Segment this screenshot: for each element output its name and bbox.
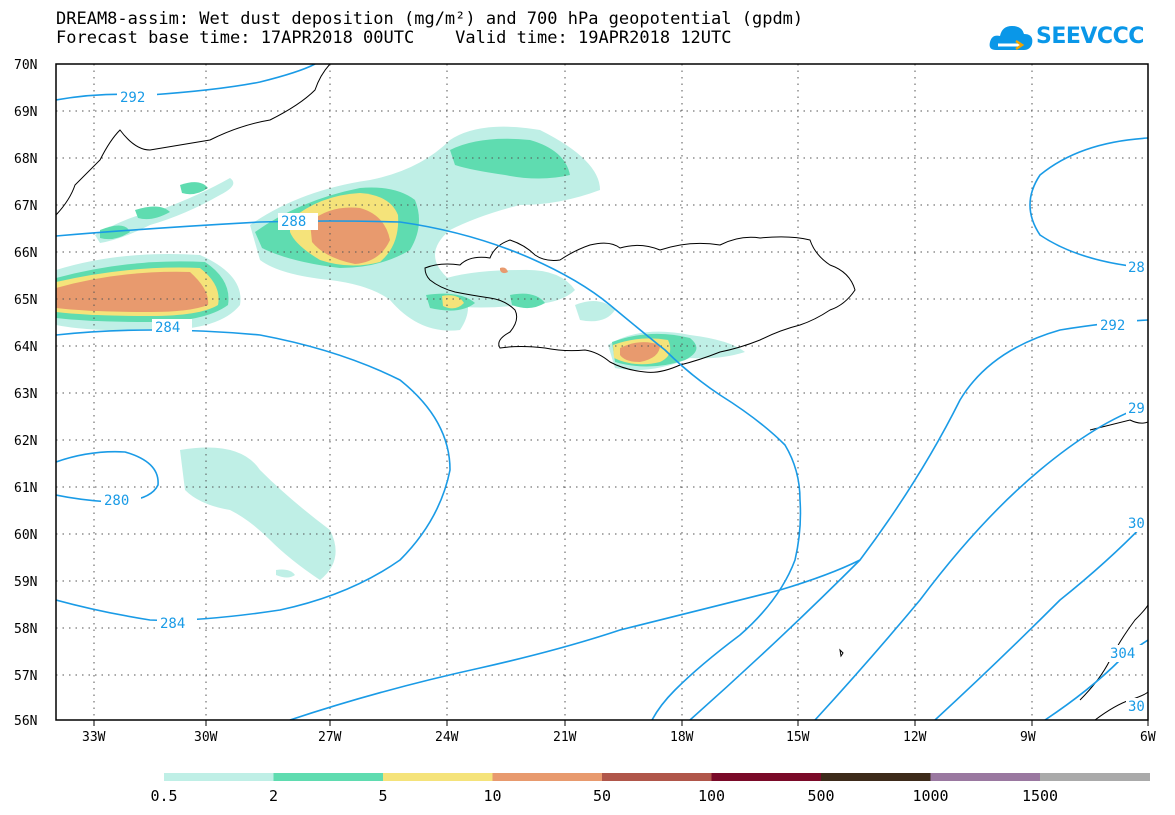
color-legend: 0.5 2 5 10 50 100 500 1000 1500 [150,773,1150,805]
grid-lines [56,64,1148,720]
legend-label: 1000 [912,787,948,805]
legend-swatch [164,773,274,781]
legend-swatch [273,773,384,781]
lat-label: 58N [14,622,37,637]
map-frame [55,63,1149,721]
contour-292-east [689,319,1148,720]
lon-label: 12W [903,730,927,745]
latitude-labels: 70N 69N 68N 67N 66N 65N 64N 63N 62N 61N … [14,58,37,729]
contour-288-east [1029,137,1148,269]
contour-labels: 292 288 284 280 284 292 28 29 30 304 30 [101,89,1148,715]
greenland-coast [56,64,331,216]
lat-label: 62N [14,434,37,449]
lon-label: 30W [194,730,218,745]
legend-swatch [711,773,822,781]
lat-label: 69N [14,105,37,120]
legend-label: 500 [807,787,834,805]
legend-swatch [1040,773,1150,781]
lon-label: 27W [318,730,342,745]
lat-label: 59N [14,575,37,590]
lat-label: 67N [14,199,37,214]
lat-label: 56N [14,714,37,729]
logo-text: SEEVCCC [1036,24,1144,49]
legend-swatch [492,773,603,781]
seevccc-logo: SEEVCCC [988,18,1144,58]
lat-label: 57N [14,669,37,684]
contour-label-304: 304 [1110,646,1135,662]
cloud-logo-icon [989,26,1033,51]
lat-label: 65N [14,293,37,308]
legend-label: 5 [378,787,387,805]
legend-swatch [602,773,712,781]
lat-label: 68N [14,152,37,167]
legend-label: 1500 [1022,787,1058,805]
contour-288 [56,220,802,720]
coastlines [56,64,1148,720]
legend-label: 2 [269,787,278,805]
lat-label: 64N [14,340,37,355]
lon-label: 6W [1140,730,1156,745]
lon-label: 15W [786,730,810,745]
lat-label: 66N [14,246,37,261]
lat-label: 70N [14,58,37,73]
contour-label-28: 28 [1128,260,1145,276]
contour-label-30: 30 [1128,516,1145,532]
contour-292-north [56,64,316,101]
contour-label-284-south: 284 [160,616,185,632]
legend-swatch [383,773,493,781]
contour-south [289,559,861,720]
contour-label-30-south: 30 [1128,699,1145,715]
legend-label: 100 [698,787,725,805]
longitude-labels: 33W 30W 27W 24W 21W 18W 15W 12W 9W 6W [82,730,1156,745]
axis-ticks [93,720,1149,726]
lon-label: 21W [553,730,577,745]
legend-label: 0.5 [150,787,177,805]
contour-label-292-east: 292 [1100,318,1125,334]
chart-subtitle: Forecast base time: 17APR2018 00UTC Vali… [56,28,732,48]
iceland-coast [424,236,856,373]
contour-label-292: 292 [120,90,145,106]
contour-label-284: 284 [155,320,180,336]
lat-label: 60N [14,528,37,543]
legend-swatch [930,773,1041,781]
lat-label: 61N [14,481,37,496]
chart-title: DREAM8-assim: Wet dust deposition (mg/m²… [56,9,804,29]
faroe-islands [839,648,844,658]
contour-label-288: 288 [281,214,306,230]
lon-label: 9W [1020,730,1036,745]
geopotential-contours [56,64,1148,720]
contour-300 [934,519,1148,720]
legend-label: 50 [593,787,611,805]
lon-label: 33W [82,730,106,745]
lat-label: 63N [14,387,37,402]
contour-280 [56,450,159,503]
legend-swatch [821,773,931,781]
lon-label: 24W [435,730,459,745]
lon-label: 18W [670,730,694,745]
legend-label: 10 [483,787,501,805]
contour-label-280: 280 [104,493,129,509]
dust-shading [56,126,745,580]
contour-label-29: 29 [1128,401,1145,417]
contour-296 [814,404,1148,720]
